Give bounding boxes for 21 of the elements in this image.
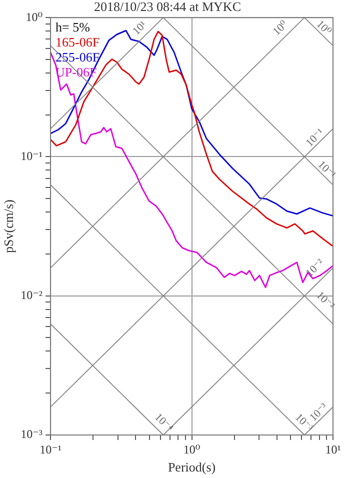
y-tick-label: 10⁻³ <box>20 427 43 442</box>
series-label: 255-06F <box>56 50 100 65</box>
annotation: 10⁻⁴ <box>152 411 176 434</box>
annotation: 10⁻¹ <box>315 158 338 182</box>
series-label: 165-06F <box>56 34 100 50</box>
annotation: 10⁻² <box>314 289 337 312</box>
y-tick-label: 10⁰ <box>26 10 43 24</box>
x-tick-label: 10⁰ <box>183 442 200 456</box>
y-tick-label: 10⁻² <box>20 288 43 302</box>
x-tick-label: 10⁻¹ <box>40 442 62 456</box>
x-axis-title: Period(s) <box>168 460 216 475</box>
annotation: 10¹ <box>130 18 150 38</box>
annotation: 10⁰ <box>314 18 334 38</box>
annotation: 10⁻¹ <box>304 126 326 150</box>
y-tick-label: 10⁻¹ <box>20 148 43 163</box>
annotation: 10⁻² <box>304 256 327 280</box>
annotation: 10⁰ <box>270 18 291 38</box>
chart-title: 2018/10/23 08:44 at MYKC <box>94 0 241 14</box>
x-tick-label: 10¹ <box>325 442 342 456</box>
annotation: h= 5% <box>56 20 90 35</box>
y-axis-title: pSv(cm/s) <box>1 200 16 254</box>
